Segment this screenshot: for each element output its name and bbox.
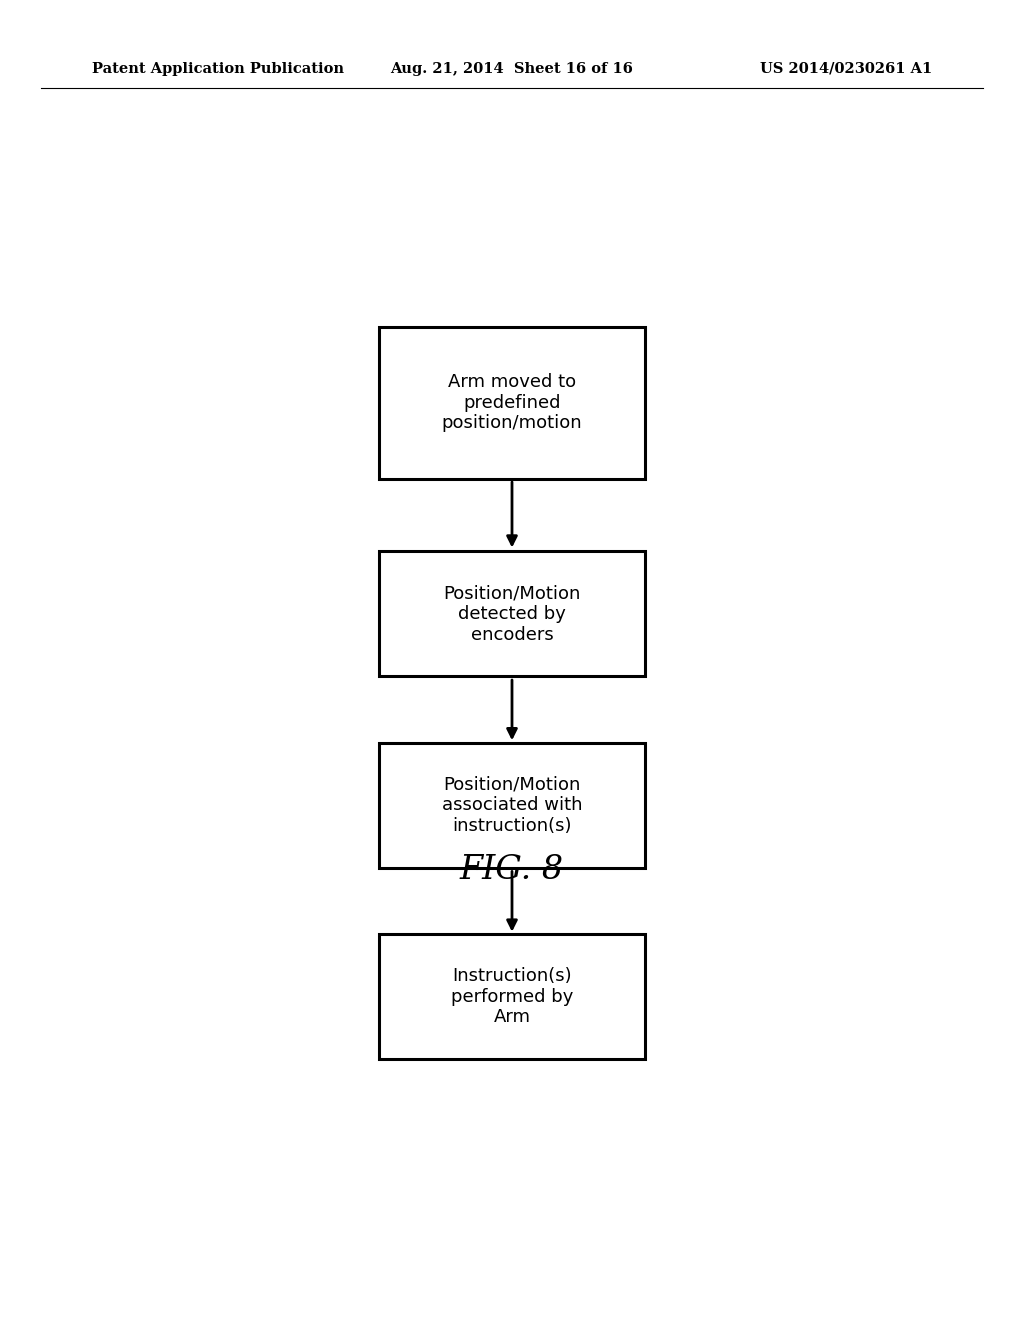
Text: FIG. 8: FIG. 8	[460, 854, 564, 886]
Text: US 2014/0230261 A1: US 2014/0230261 A1	[760, 62, 932, 77]
Text: Position/Motion
detected by
encoders: Position/Motion detected by encoders	[443, 583, 581, 644]
Text: Position/Motion
associated with
instruction(s): Position/Motion associated with instruct…	[441, 775, 583, 836]
FancyBboxPatch shape	[379, 935, 645, 1059]
Text: Aug. 21, 2014  Sheet 16 of 16: Aug. 21, 2014 Sheet 16 of 16	[390, 62, 634, 77]
Text: Instruction(s)
performed by
Arm: Instruction(s) performed by Arm	[451, 966, 573, 1027]
FancyBboxPatch shape	[379, 742, 645, 869]
Text: Patent Application Publication: Patent Application Publication	[92, 62, 344, 77]
FancyBboxPatch shape	[379, 552, 645, 676]
Text: Arm moved to
predefined
position/motion: Arm moved to predefined position/motion	[441, 372, 583, 433]
FancyBboxPatch shape	[379, 327, 645, 479]
